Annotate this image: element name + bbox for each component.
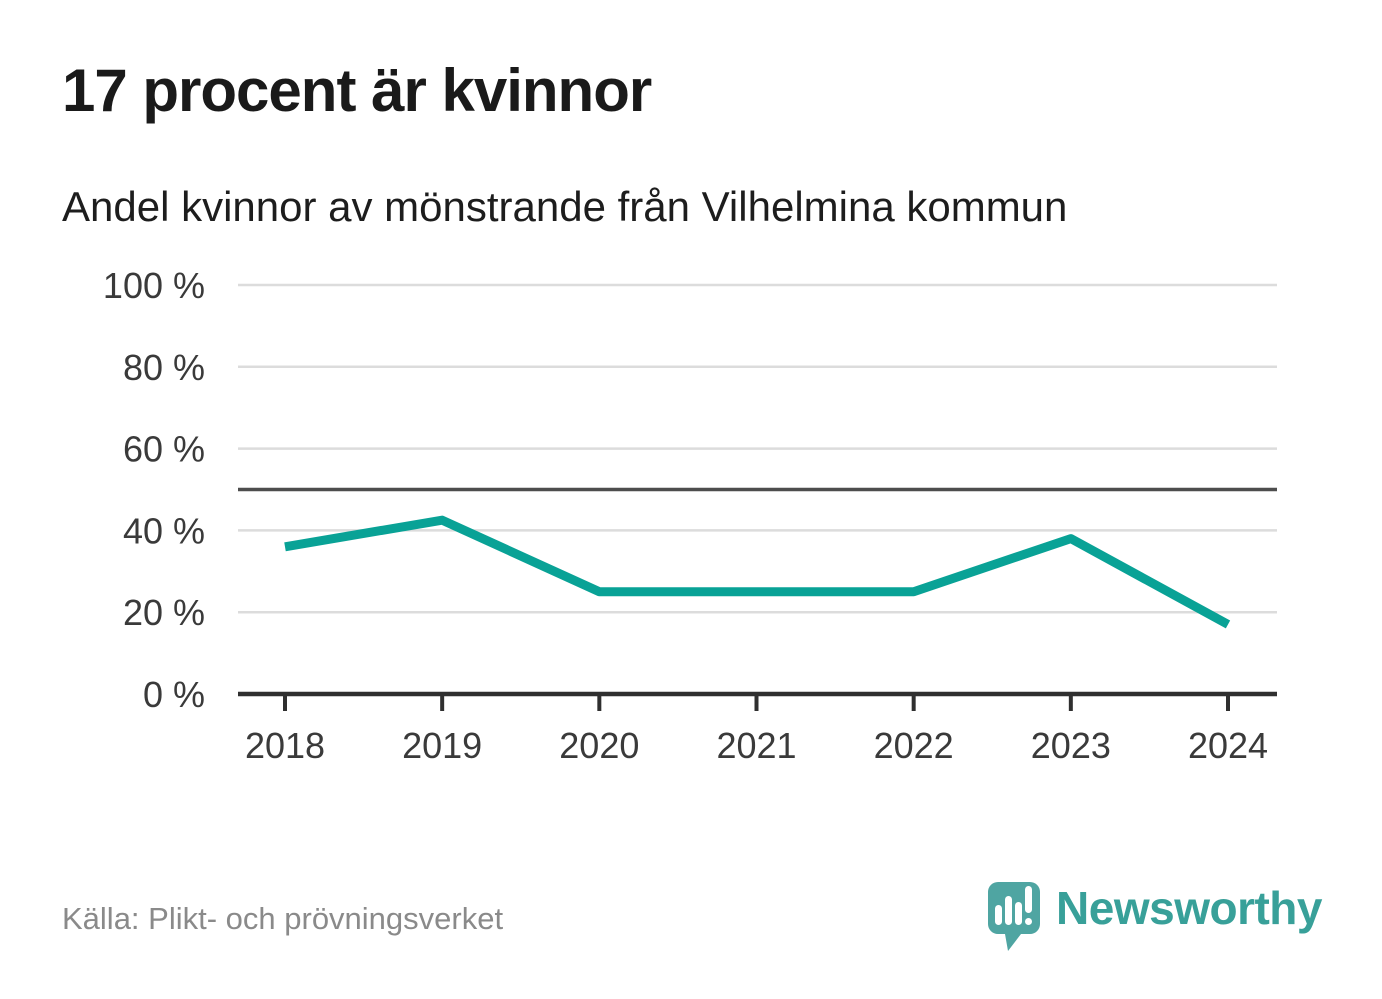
y-axis-tick-label: 60 %	[123, 429, 205, 470]
source-note: Källa: Plikt- och prövningsverket	[62, 901, 504, 936]
x-axis-tick-label: 2018	[245, 725, 325, 766]
x-axis-tick-label: 2024	[1188, 725, 1268, 766]
y-axis-tick-label: 20 %	[123, 592, 205, 633]
line-chart: 0 % 20 % 40 % 60 % 80 % 100 % 2018 2019 2020 2021…	[103, 265, 1277, 766]
x-axis-tick-label: 2019	[402, 725, 482, 766]
y-axis-tick-label: 0 %	[143, 674, 205, 715]
x-axis-tick-label: 2020	[559, 725, 639, 766]
trend-line-andel-kvinnor	[284, 515, 1231, 629]
chart-title: 17 procent är kvinnor	[62, 57, 652, 124]
newsworthy-bubble-chart-icon	[988, 882, 1041, 951]
y-axis-tick-label: 80 %	[123, 347, 205, 388]
y-axis-tick-label: 100 %	[103, 265, 205, 306]
chart-subtitle: Andel kvinnor av mönstrande från Vilhelm…	[62, 183, 1068, 230]
x-axis-tick-label: 2021	[716, 725, 796, 766]
newsworthy-logo-text: Newsworthy	[1056, 882, 1322, 934]
newsworthy-logo: Newsworthy	[984, 878, 1322, 958]
x-axis-tick-label: 2023	[1031, 725, 1111, 766]
x-axis-tick-label: 2022	[874, 725, 954, 766]
y-axis-tick-label: 40 %	[123, 510, 205, 551]
